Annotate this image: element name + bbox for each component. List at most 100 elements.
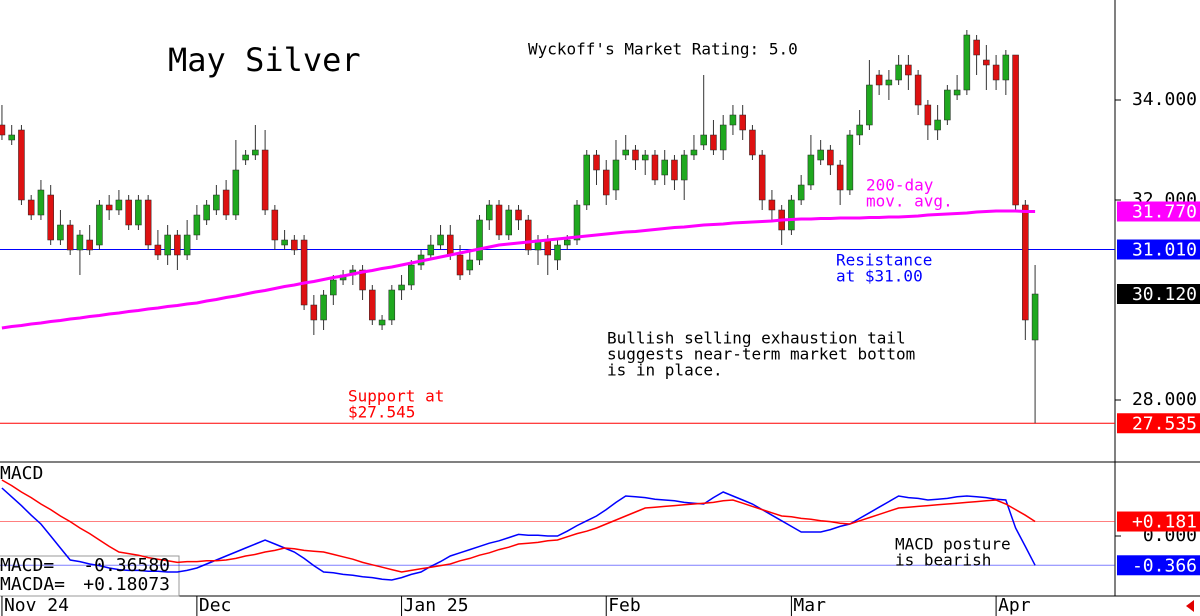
x-tick-label: Feb [608,595,641,616]
candle-body [115,199,123,211]
y-tick-label: 34.000 [1132,89,1197,110]
candle-body [905,64,912,76]
candle-body [125,199,132,226]
candle-body [378,319,386,326]
candle-body [291,239,298,251]
candle-body [797,184,805,201]
candle-body [330,279,337,296]
price-label-box [1117,239,1200,260]
candle-body [758,154,766,201]
candle-body [983,59,990,66]
annotation: MACD posture [895,535,1011,554]
candle-body [437,234,444,246]
candle-body [408,264,415,286]
candle-body [359,269,366,291]
x-tick-label: Apr [998,595,1031,616]
candle-body [661,159,668,176]
candle-body [174,234,181,256]
candle-body [456,254,464,276]
moving-average [1,209,1036,330]
candle-body [963,34,971,91]
candle-body [788,199,795,231]
candle-body [934,119,941,131]
candle-body [242,154,249,161]
candle-body [680,154,688,181]
annotation: suggests near-term market bottom [607,345,915,364]
candle-body [37,189,45,216]
scroll-arrow [1186,600,1194,612]
candle-body [749,129,756,156]
candle-body [76,234,84,251]
candle-body [924,104,932,126]
readout-value: +0.18073 [83,574,170,595]
readout-box [0,555,180,597]
price-label: 27.535 [1132,413,1197,434]
candle-body [515,209,522,221]
price-label: 30.120 [1132,284,1197,305]
candle-body [729,114,737,126]
macd-line [1,487,1036,581]
readout-label: MACDA= [0,574,65,595]
candle-body [486,204,493,221]
candle-body [300,239,308,306]
chart-title: May Silver [168,41,361,79]
price-label-box [1117,284,1200,304]
candle-body [203,204,210,221]
candle-body [144,199,152,246]
candle-body [505,209,513,236]
x-tick-label: Nov 24 [4,595,69,616]
candle-body [807,154,815,186]
macd-line [1,479,1036,573]
price-label-box [1117,201,1200,222]
candle-body [583,154,590,206]
candle-body [827,149,834,166]
candle-body [563,239,571,246]
candle-body [544,239,552,256]
candle-body [651,154,659,181]
annotation: is in place. [607,361,723,380]
candle-body [252,149,259,156]
candle-body [310,304,318,321]
candle-body [1002,54,1010,81]
candle-body [66,224,74,251]
annotation: at $31.00 [836,267,923,286]
candle-body [369,289,376,321]
candle-body [96,204,103,246]
candle-body [866,84,873,126]
candle-body [944,89,951,121]
price-label-box [1117,555,1200,576]
candle-body [992,64,1000,81]
candle-body [700,134,707,146]
candle-body [1031,293,1039,341]
candle-body [213,194,220,211]
candle-body [573,204,581,241]
candle-body [261,149,269,211]
x-tick-label: Dec [199,595,232,616]
candle-body [525,219,532,251]
candle-body [602,169,610,196]
candle-body [641,154,649,161]
price-label: +0.181 [1132,512,1197,533]
x-tick-label: Mar [793,595,826,616]
candle-body [427,244,435,256]
candle-body [593,154,600,171]
candle-body [57,224,64,241]
candle-body [1012,54,1019,206]
candle-body [105,204,113,211]
candle-body [739,114,746,131]
candle-body [135,199,142,226]
candle-body [895,64,902,81]
candle-body [856,124,863,136]
annotation: is bearish [895,551,991,570]
candle-body [836,164,844,191]
subtitle: Wyckoff's Market Rating: 5.0 [528,40,798,59]
candle-body [622,149,629,156]
candle-body [183,234,191,256]
candle-body [612,159,620,191]
candle-body [466,259,474,271]
candle-body [27,199,35,216]
candle-body [885,79,893,86]
